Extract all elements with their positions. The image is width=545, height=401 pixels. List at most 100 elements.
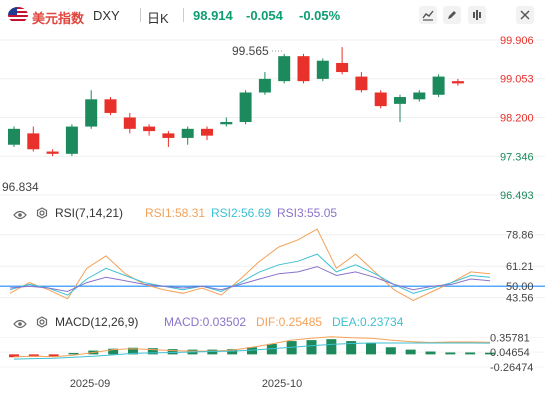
kline-y-axis: 99.906 99.053 98.200 97.346 96.493: [500, 35, 534, 200]
macd-bar: [167, 349, 178, 355]
kline-grid: [0, 39, 545, 196]
rsi-series-line: [9, 253, 491, 296]
settings-icon[interactable]: [36, 206, 48, 224]
us-flag-icon: [8, 7, 28, 23]
macd-bar: [28, 354, 39, 357]
candle-body: [258, 78, 271, 93]
x-axis: 2025-09 2025-10: [70, 378, 302, 390]
eye-icon[interactable]: [13, 316, 27, 334]
candle-body: [162, 133, 175, 138]
macd-bar: [405, 349, 416, 355]
macd-bar: [9, 354, 19, 358]
macd-bar: [326, 339, 337, 355]
macd-bar: [346, 341, 357, 355]
rsi-series-line: [9, 266, 491, 293]
candle-body: [46, 151, 59, 154]
period-selector[interactable]: 日K: [147, 11, 169, 26]
candle-body: [413, 92, 426, 100]
candle-body: [143, 126, 156, 132]
candle-body: [104, 99, 117, 113]
macd-chart[interactable]: 0.35781 0.04654 -0.26474 2025-09 2025-10: [0, 327, 545, 401]
candle-body: [374, 92, 387, 107]
macd-bar: [485, 352, 495, 355]
chart-line-icon[interactable]: [419, 6, 437, 24]
x-tick-label: 2025-10: [262, 378, 302, 390]
y-tick-label: 97.346: [500, 151, 534, 163]
macd-bar: [425, 351, 436, 355]
candle-body: [432, 76, 445, 95]
rsi-lines: [9, 228, 491, 301]
candle-body: [27, 133, 40, 150]
macd-bar: [445, 352, 456, 355]
rsi-grid: [0, 234, 545, 299]
macd-bar: [147, 348, 158, 355]
candle-body: [355, 76, 368, 91]
y-tick-label: 98.200: [500, 112, 534, 124]
candle-body: [336, 62, 349, 73]
candle-body: [394, 97, 406, 104]
y-tick-label: 50.00: [506, 281, 534, 293]
macd-label: MACD(12,26,9): [55, 315, 139, 329]
rsi-series-line: [9, 228, 491, 301]
macd-bar: [68, 352, 79, 355]
candlestick-chart[interactable]: 99.565 96.834 99.906 99.053 98.200 97.346 96…: [0, 30, 545, 200]
candle-body: [451, 81, 464, 84]
candle-body: [201, 128, 213, 136]
dif-value: DIF:0.25485: [256, 315, 323, 329]
candle-body: [297, 56, 310, 82]
candle-body: [220, 122, 233, 125]
low-annotation: 96.834: [2, 180, 39, 194]
y-tick-label: 61.21: [506, 261, 534, 273]
macd-bar: [207, 349, 218, 355]
candle-body: [123, 117, 136, 129]
candle-body: [65, 126, 78, 154]
kline-candles: [8, 47, 464, 157]
expand-icon[interactable]: [516, 6, 534, 24]
fullscreen-icon[interactable]: [468, 6, 486, 24]
y-tick-label: 99.906: [500, 35, 534, 47]
rsi-label: RSI(7,14,21): [55, 206, 124, 220]
y-tick-label: -0.26474: [490, 362, 533, 374]
y-tick-label: 0.35781: [490, 332, 530, 344]
candle-body: [316, 60, 329, 79]
index-code: DXY: [93, 8, 120, 23]
macd-bar: [108, 348, 119, 355]
x-tick-label: 2025-09: [70, 378, 110, 390]
candle-body: [278, 56, 291, 82]
dea-value: DEA:0.23734: [332, 315, 404, 329]
candle-body: [8, 128, 20, 145]
candle-body: [239, 92, 252, 123]
dif-line: [13, 336, 491, 358]
macd-bar: [48, 354, 59, 357]
candle-body: [181, 128, 194, 138]
index-name: 美元指数: [32, 11, 85, 26]
rsi2-value: RSI2:56.69: [211, 206, 272, 220]
settings-icon[interactable]: [36, 315, 48, 333]
high-annotation: 99.565: [232, 44, 269, 58]
macd-bar: [227, 349, 238, 355]
chart-header: 美元指数 DXY 日K 98.914 -0.054 -0.05%: [0, 0, 545, 32]
divider: [183, 8, 184, 22]
eye-icon[interactable]: [13, 207, 27, 225]
price-change: -0.054: [246, 8, 283, 23]
macd-lines: [13, 336, 491, 360]
y-tick-label: 96.493: [500, 190, 534, 200]
macd-bar: [247, 347, 257, 355]
macd-bar: [128, 347, 138, 355]
macd-bar: [306, 340, 317, 355]
y-tick-label: 43.56: [506, 293, 534, 305]
divider: [140, 8, 141, 22]
macd-bar: [385, 347, 396, 355]
macd-y-axis: 0.35781 0.04654 -0.26474: [490, 332, 533, 374]
y-tick-label: 99.053: [500, 74, 534, 86]
edit-icon[interactable]: [443, 6, 461, 24]
price-change-percent: -0.05%: [299, 8, 341, 23]
current-price: 98.914: [193, 8, 233, 23]
candle-body: [85, 99, 98, 127]
macd-value: MACD:0.03502: [164, 315, 247, 329]
macd-bar: [465, 352, 476, 355]
dea-line: [13, 342, 491, 360]
rsi1-value: RSI1:58.31: [145, 206, 206, 220]
